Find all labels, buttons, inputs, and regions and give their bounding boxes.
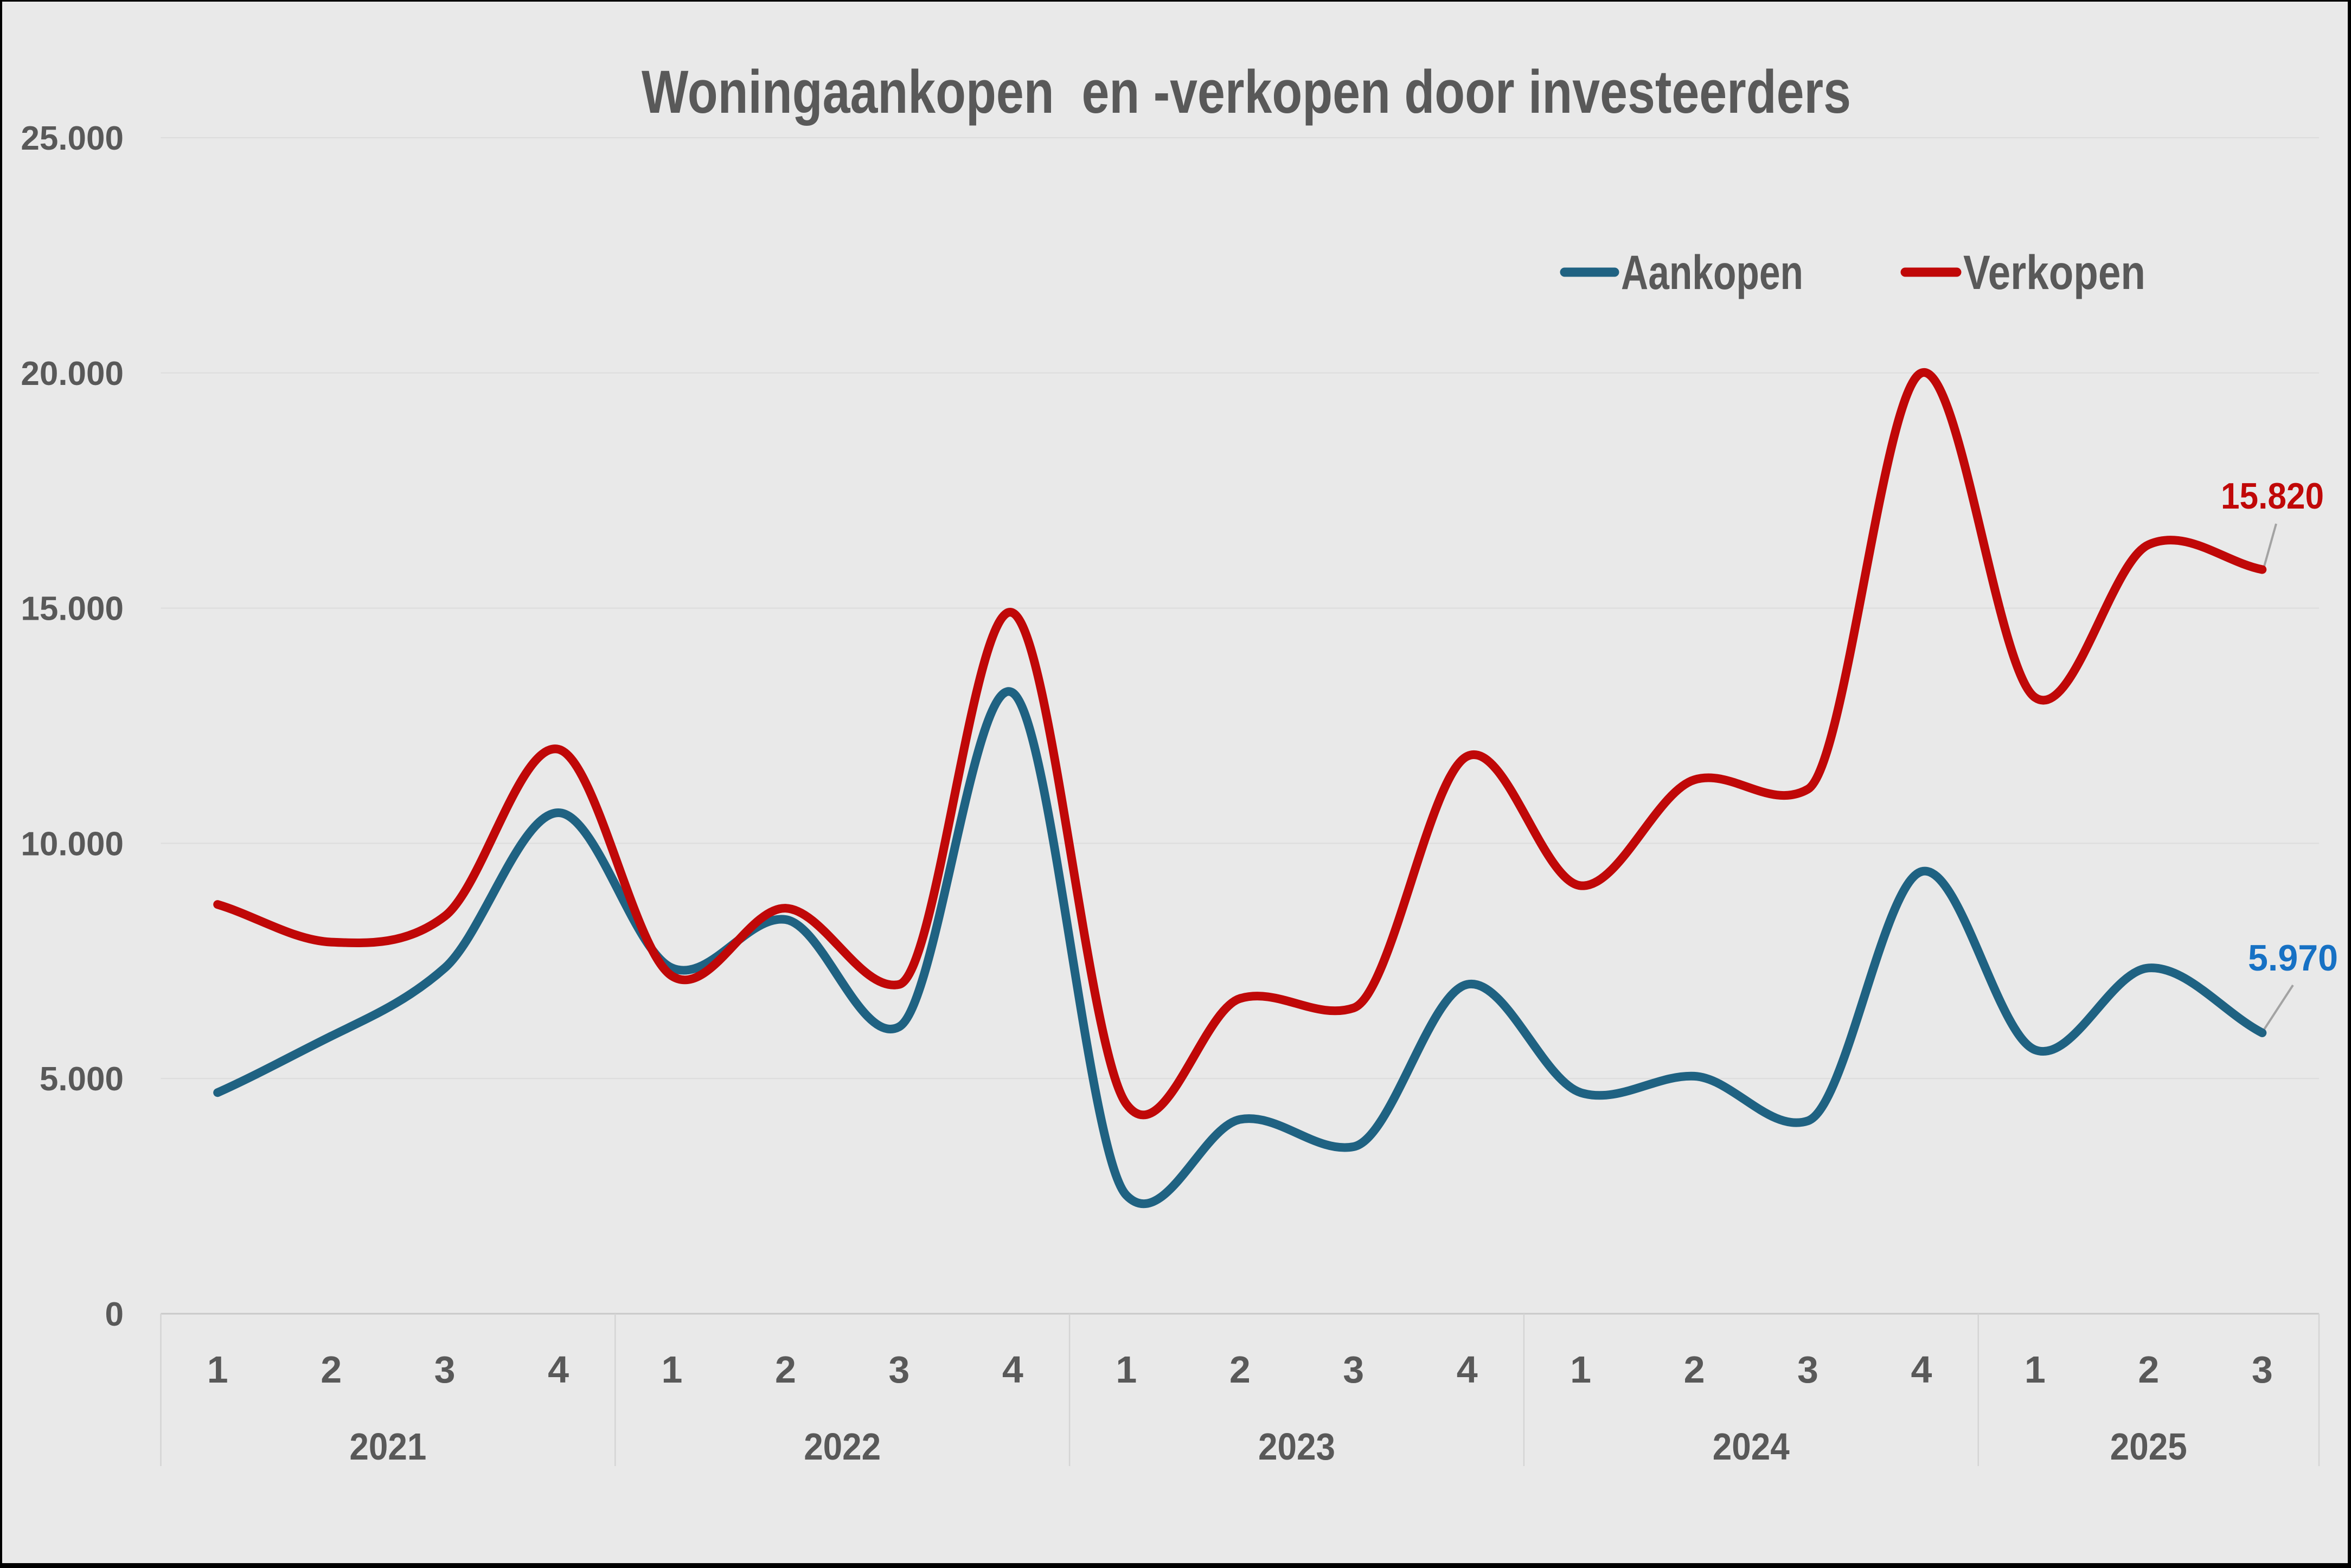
svg-text:1: 1: [2025, 1348, 2046, 1391]
svg-text:3: 3: [2252, 1348, 2273, 1391]
svg-text:2021: 2021: [349, 1425, 426, 1468]
svg-text:3: 3: [1343, 1348, 1364, 1391]
svg-text:Woningaankopen en -verkopen d: Woningaankopen en -verkopen door investe…: [642, 58, 1851, 126]
svg-text:15.820: 15.820: [2221, 475, 2324, 517]
svg-text:10.000: 10.000: [21, 825, 124, 863]
svg-text:Aankopen: Aankopen: [1621, 245, 1803, 299]
svg-text:15.000: 15.000: [21, 590, 124, 628]
svg-text:2: 2: [1684, 1348, 1705, 1391]
svg-text:2025: 2025: [2110, 1425, 2187, 1468]
svg-text:4: 4: [1911, 1348, 1932, 1391]
svg-text:4: 4: [548, 1348, 569, 1391]
svg-text:3: 3: [434, 1348, 456, 1391]
svg-text:4: 4: [1457, 1348, 1478, 1391]
svg-text:2: 2: [321, 1348, 342, 1391]
svg-text:0: 0: [105, 1296, 124, 1333]
svg-text:1: 1: [1570, 1348, 1591, 1391]
svg-text:1: 1: [207, 1348, 228, 1391]
svg-text:Verkopen: Verkopen: [1963, 245, 2145, 299]
svg-text:1: 1: [662, 1348, 683, 1391]
svg-text:1: 1: [1116, 1348, 1137, 1391]
svg-text:2024: 2024: [1713, 1425, 1790, 1468]
svg-text:2022: 2022: [804, 1425, 881, 1468]
svg-text:2: 2: [775, 1348, 796, 1391]
svg-text:5.970: 5.970: [2248, 937, 2338, 979]
svg-text:2: 2: [1229, 1348, 1251, 1391]
svg-text:3: 3: [1797, 1348, 1818, 1391]
svg-text:4: 4: [1002, 1348, 1023, 1391]
svg-text:25.000: 25.000: [21, 120, 124, 157]
svg-text:20.000: 20.000: [21, 355, 124, 393]
svg-text:2: 2: [2138, 1348, 2159, 1391]
svg-text:2023: 2023: [1258, 1425, 1335, 1468]
svg-text:3: 3: [888, 1348, 909, 1391]
svg-text:5.000: 5.000: [40, 1061, 124, 1098]
